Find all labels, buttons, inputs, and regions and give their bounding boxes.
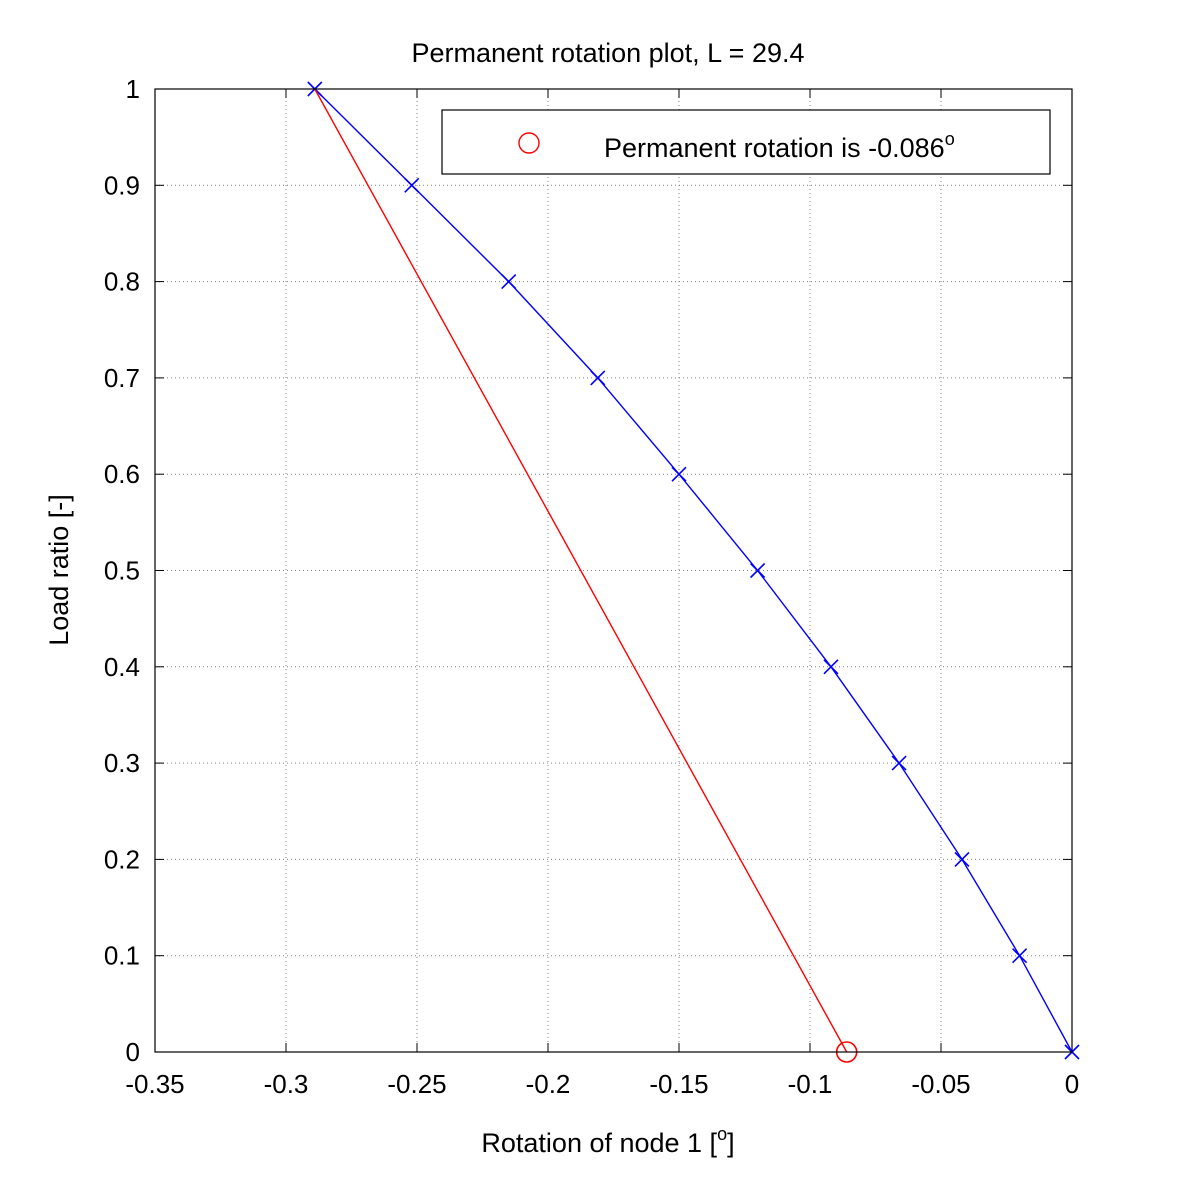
x-axis-label: Rotation of node 1 [o] [481, 1124, 734, 1158]
x-tick-label: -0.3 [264, 1069, 309, 1099]
y-tick-label: 0.6 [104, 459, 140, 489]
data-point-x-marker [671, 466, 687, 482]
data-point-x-marker [590, 370, 606, 386]
data-point-x-marker [891, 755, 907, 771]
legend-box [441, 109, 1051, 175]
x-tick-label: -0.25 [387, 1069, 446, 1099]
ticks: -0.35 -0.3 -0.25 -0.2 -0.15 -0.1 -0.05 0 0 0.1 0.2… [104, 74, 1079, 1099]
y-tick-label: 0 [126, 1037, 140, 1067]
x-tick-label: -0.35 [125, 1069, 184, 1099]
x-tick-label: -0.15 [649, 1069, 708, 1099]
y-tick-label: 0.3 [104, 748, 140, 778]
data-point-x-marker [404, 177, 420, 193]
legend-marker-circle [518, 132, 540, 154]
x-tick-label: -0.05 [911, 1069, 970, 1099]
legend-entry-label: Permanent rotation is -0.086o [604, 129, 955, 163]
y-axis-label: Load ratio [-] [44, 494, 74, 646]
y-tick-label: 0.8 [104, 267, 140, 297]
y-tick-label: 1 [126, 74, 140, 104]
y-tick-label: 0.5 [104, 556, 140, 586]
grid [155, 89, 1072, 1052]
data-point-x-marker [1012, 948, 1028, 964]
x-tick-label: -0.1 [788, 1069, 833, 1099]
x-tick-label: -0.2 [526, 1069, 571, 1099]
y-tick-label: 0.2 [104, 844, 140, 874]
data-point-x-marker [501, 274, 517, 290]
chart-title: Permanent rotation plot, L = 29.4 [411, 38, 804, 68]
y-tick-label: 0.4 [104, 652, 140, 682]
series-line-unloading [314, 88, 848, 1053]
data-point-x-marker [954, 851, 970, 867]
y-tick-label: 0.9 [104, 170, 140, 200]
data-point-x-marker [750, 562, 766, 579]
legend: Permanent rotation is -0.086o [441, 109, 1051, 175]
data-point-x-marker [823, 659, 839, 675]
plot-area [155, 89, 1072, 1052]
x-tick-label: 0 [1065, 1069, 1079, 1099]
y-tick-label: 0.1 [104, 941, 140, 971]
y-tick-label: 0.7 [104, 363, 140, 393]
